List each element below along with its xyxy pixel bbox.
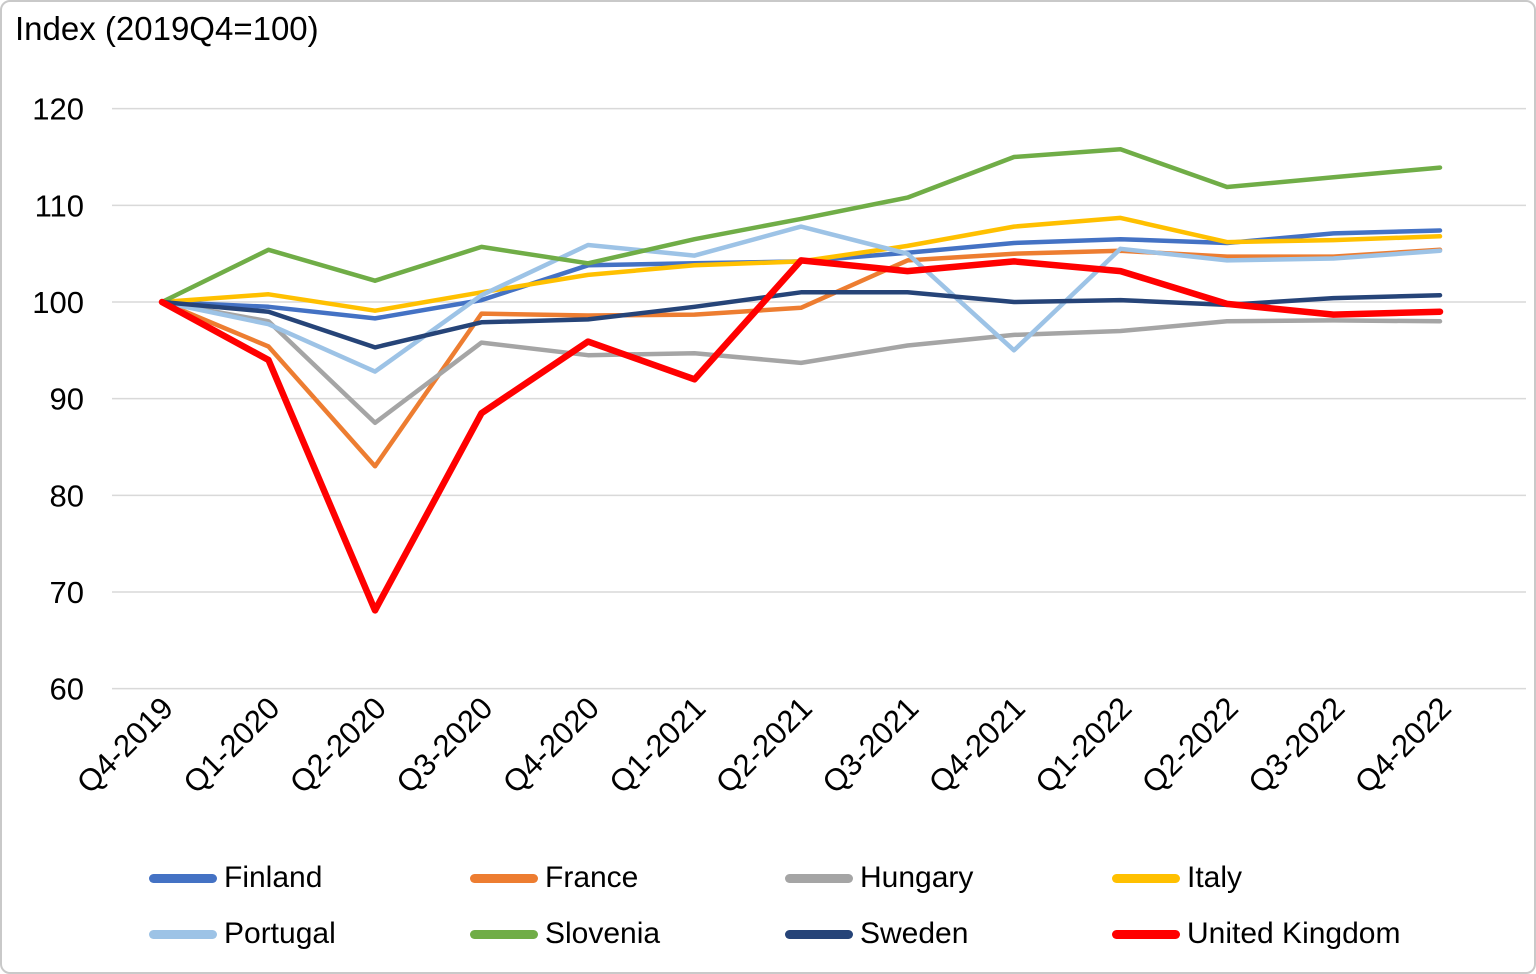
legend-item-hungary: Hungary xyxy=(785,861,974,894)
legend-label-finland: Finland xyxy=(224,861,323,894)
series-line-portugal xyxy=(159,224,1443,374)
legend-item-finland: Finland xyxy=(149,861,323,894)
y-tick-label-120: 120 xyxy=(32,92,84,127)
x-tick-label-q1-2021: Q1-2021 xyxy=(602,690,712,800)
x-tick-label-q1-2022: Q1-2022 xyxy=(1028,690,1138,800)
series-line-hungary xyxy=(159,299,1443,426)
series-line-france xyxy=(159,247,1443,469)
legend-item-italy: Italy xyxy=(1112,861,1243,894)
y-tick-label-70: 70 xyxy=(50,575,84,610)
x-tick-label-q3-2021: Q3-2021 xyxy=(815,690,925,800)
legend-swatch-france xyxy=(470,873,538,883)
x-tick-label-q4-2020: Q4-2020 xyxy=(496,690,606,800)
x-tick-label-q4-2021: Q4-2021 xyxy=(922,690,1032,800)
chart-title: Index (2019Q4=100) xyxy=(15,10,319,47)
x-tick-label-q3-2020: Q3-2020 xyxy=(389,690,499,800)
series-line-united-kingdom xyxy=(158,257,1444,614)
x-tick-label-q2-2020: Q2-2020 xyxy=(283,690,393,800)
legend-swatch-united-kingdom xyxy=(1112,929,1180,939)
x-tick-label-q4-2022: Q4-2022 xyxy=(1348,690,1458,800)
legend-label-portugal: Portugal xyxy=(224,917,336,950)
legend-item-france: France xyxy=(470,861,639,894)
legend-item-portugal: Portugal xyxy=(149,917,336,950)
x-tick-label-q2-2022: Q2-2022 xyxy=(1135,690,1245,800)
legend-item-slovenia: Slovenia xyxy=(470,917,661,950)
x-tick-label-q2-2021: Q2-2021 xyxy=(709,690,819,800)
y-tick-label-90: 90 xyxy=(50,382,84,417)
x-tick-label-q1-2020: Q1-2020 xyxy=(176,690,286,800)
legend-item-sweden: Sweden xyxy=(785,917,969,950)
legend-swatch-italy xyxy=(1112,873,1180,883)
legend-label-slovenia: Slovenia xyxy=(545,917,661,950)
legend-label-italy: Italy xyxy=(1187,861,1243,894)
y-tick-label-80: 80 xyxy=(50,478,84,513)
legend-label-france: France xyxy=(545,861,639,894)
y-tick-label-60: 60 xyxy=(50,672,84,707)
x-tick-label-q4-2019: Q4-2019 xyxy=(70,690,180,800)
legend-label-united-kingdom: United Kingdom xyxy=(1187,917,1401,950)
x-tick-label-q3-2022: Q3-2022 xyxy=(1241,690,1351,800)
legend-swatch-sweden xyxy=(785,929,853,939)
series-line-slovenia xyxy=(159,147,1443,305)
legend-swatch-finland xyxy=(149,873,217,883)
legend-label-hungary: Hungary xyxy=(860,861,974,894)
legend-swatch-hungary xyxy=(785,873,853,883)
legend-swatch-slovenia xyxy=(470,929,538,939)
legend-label-sweden: Sweden xyxy=(860,917,969,950)
legend-item-united-kingdom: United Kingdom xyxy=(1112,917,1401,950)
legend-swatch-portugal xyxy=(149,929,217,939)
y-tick-label-100: 100 xyxy=(32,285,84,320)
y-tick-label-110: 110 xyxy=(35,188,84,223)
